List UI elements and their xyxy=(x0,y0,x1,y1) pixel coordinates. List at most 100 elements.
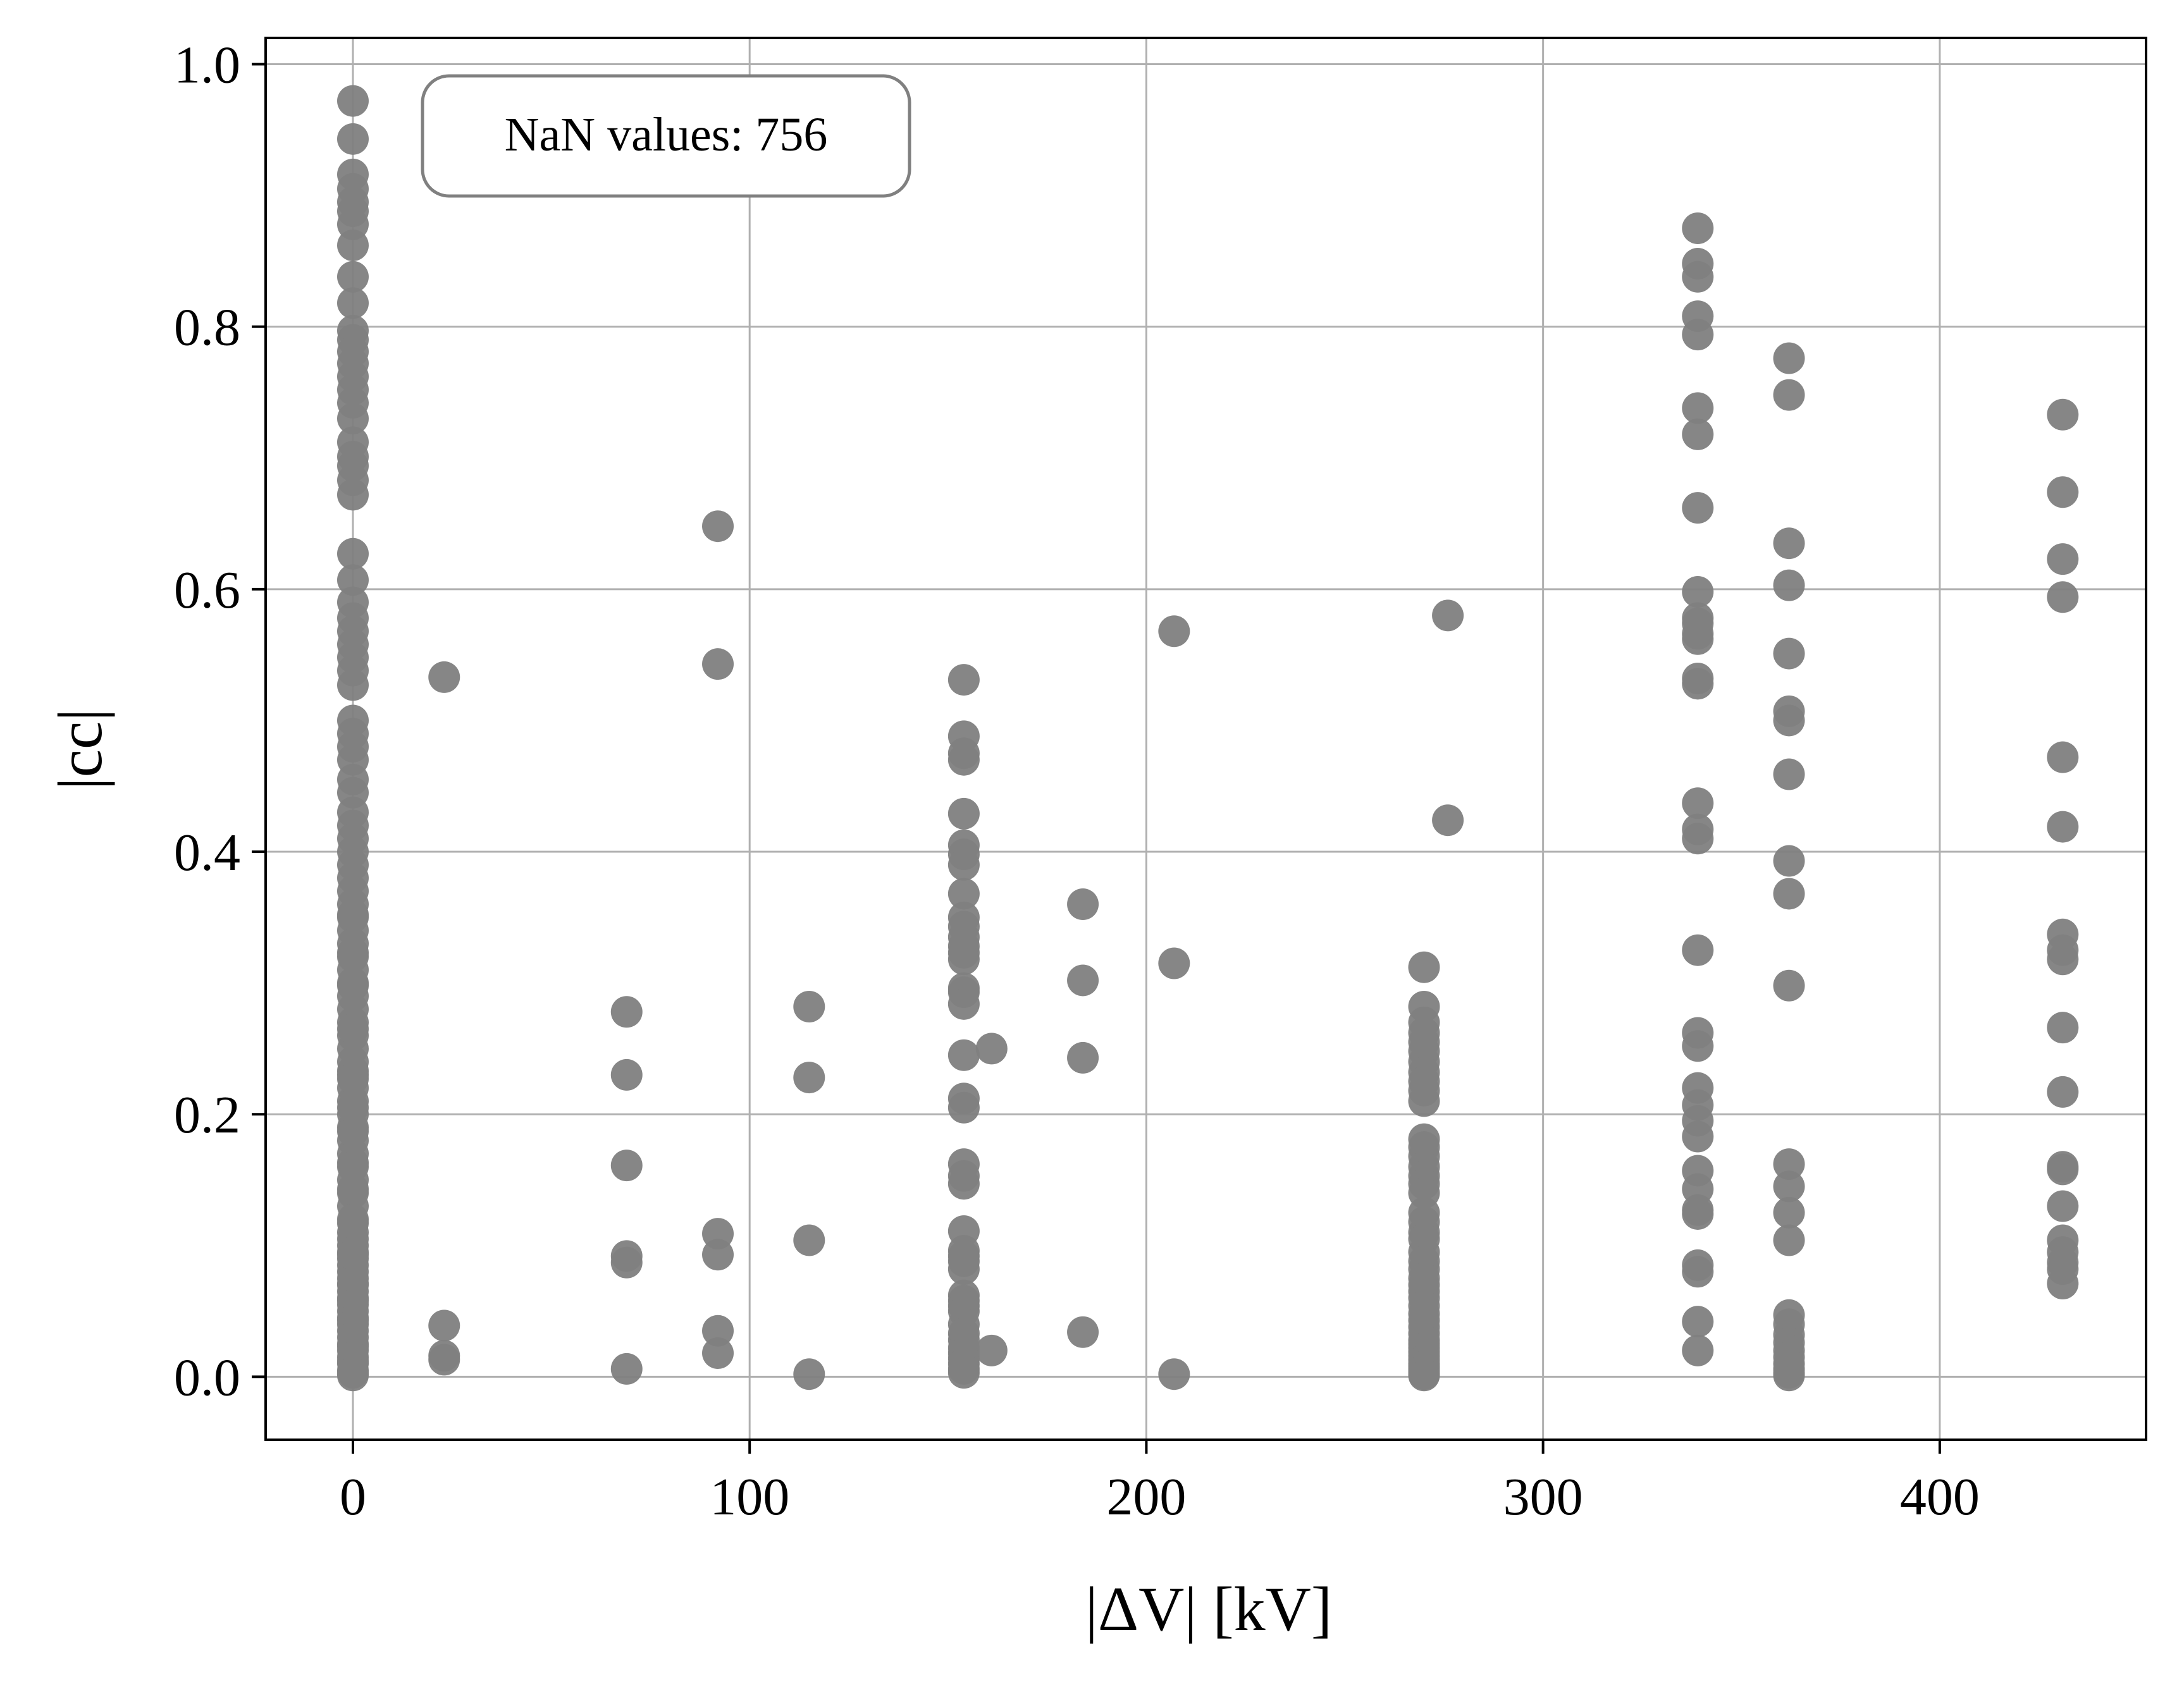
x-tick-label: 300 xyxy=(1503,1468,1583,1526)
x-tick-label: 200 xyxy=(1106,1468,1186,1526)
annotation-text: NaN values: 756 xyxy=(505,108,828,161)
data-point xyxy=(1682,1306,1714,1338)
data-point xyxy=(793,990,825,1022)
data-point xyxy=(336,287,369,319)
data-point xyxy=(336,1146,369,1179)
data-point xyxy=(1773,758,1805,790)
x-tick-label: 400 xyxy=(1900,1468,1980,1526)
data-point xyxy=(2047,543,2079,575)
data-point xyxy=(2047,1190,2079,1222)
data-point xyxy=(2047,811,2079,843)
grid-lines xyxy=(266,38,2146,1440)
axis-ticks: 0 100 200 300 400 0.0 0.2 0.4 0.6 0.8 1.0 xyxy=(174,36,1980,1526)
data-point xyxy=(2047,398,2079,431)
data-point xyxy=(1773,569,1805,601)
data-point xyxy=(428,1344,460,1376)
data-point xyxy=(793,1062,825,1094)
data-point xyxy=(947,878,980,910)
data-point xyxy=(1682,1334,1714,1366)
data-point xyxy=(336,1091,369,1124)
data-point xyxy=(1682,787,1714,819)
data-point xyxy=(1773,878,1805,910)
data-point xyxy=(947,664,980,696)
plot-frame xyxy=(264,37,2147,1441)
data-point xyxy=(947,1253,980,1285)
x-tick-label: 0 xyxy=(340,1468,366,1526)
data-point xyxy=(336,564,369,596)
data-point xyxy=(1432,599,1464,632)
data-point xyxy=(336,261,369,293)
data-point xyxy=(702,1315,734,1347)
y-tick-label: 1.0 xyxy=(174,36,240,95)
data-point xyxy=(336,969,369,1002)
data-point xyxy=(975,1334,1008,1366)
data-point xyxy=(610,1058,643,1091)
data-point xyxy=(1773,1359,1805,1392)
data-point xyxy=(1682,576,1714,608)
y-tick-label: 0.4 xyxy=(174,823,240,882)
data-point xyxy=(336,1173,369,1205)
data-point xyxy=(947,943,980,976)
data-point xyxy=(336,1013,369,1045)
data-point xyxy=(1773,527,1805,560)
data-point xyxy=(2047,476,2079,508)
data-point xyxy=(336,479,369,511)
y-axis-label: |cc| xyxy=(45,709,115,790)
data-point xyxy=(1773,379,1805,411)
data-point xyxy=(1682,319,1714,351)
data-point xyxy=(1773,1224,1805,1256)
data-point xyxy=(610,1246,643,1279)
data-point xyxy=(793,1224,825,1256)
data-point xyxy=(2047,581,2079,613)
data-point xyxy=(1773,845,1805,877)
y-tick-label: 0.8 xyxy=(174,298,240,357)
data-point xyxy=(2047,1267,2079,1299)
data-point xyxy=(1682,261,1714,293)
data-point xyxy=(1067,1316,1099,1348)
data-point xyxy=(1158,947,1190,979)
data-point xyxy=(1432,804,1464,837)
data-point xyxy=(947,1091,980,1124)
data-point xyxy=(1158,1358,1190,1390)
data-point xyxy=(702,1337,734,1369)
data-point xyxy=(336,123,369,155)
data-point xyxy=(1067,1041,1099,1074)
data-point xyxy=(610,1353,643,1385)
data-point xyxy=(1682,418,1714,450)
data-point xyxy=(336,402,369,434)
data-point xyxy=(2047,943,2079,976)
data-point xyxy=(947,744,980,776)
data-point xyxy=(1682,1256,1714,1288)
data-point xyxy=(1682,1030,1714,1062)
data-point xyxy=(1682,623,1714,655)
data-point xyxy=(2047,1012,2079,1044)
y-tick-label: 0.2 xyxy=(174,1086,240,1144)
data-point xyxy=(1682,1198,1714,1230)
annotation-frame xyxy=(421,74,911,198)
data-point xyxy=(947,1357,980,1389)
data-point xyxy=(428,661,460,693)
data-point xyxy=(2047,1153,2079,1186)
data-point xyxy=(1158,615,1190,647)
data-point xyxy=(947,988,980,1020)
data-point xyxy=(1773,637,1805,670)
data-point xyxy=(336,936,369,969)
data-point xyxy=(793,1358,825,1390)
data-point xyxy=(947,1039,980,1071)
data-point xyxy=(1682,392,1714,424)
data-point xyxy=(947,1168,980,1200)
data-point xyxy=(2047,741,2079,773)
data-point xyxy=(610,996,643,1028)
data-point xyxy=(702,648,734,680)
data-point xyxy=(336,1304,369,1337)
x-tick-label: 100 xyxy=(710,1468,789,1526)
data-point xyxy=(1773,342,1805,374)
data-point xyxy=(1682,492,1714,524)
data-point xyxy=(947,849,980,881)
data-point xyxy=(336,899,369,931)
annotation-box: NaN values: 756 xyxy=(421,74,911,198)
data-point xyxy=(1773,704,1805,737)
data-point xyxy=(1408,951,1440,983)
